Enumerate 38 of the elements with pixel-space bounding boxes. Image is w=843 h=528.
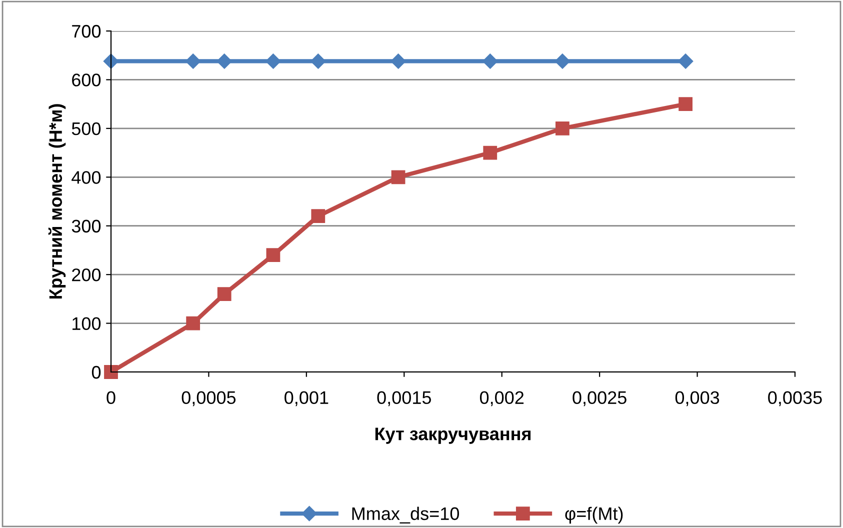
point — [186, 316, 200, 330]
legend-label: Mmax_ds=10 — [352, 506, 460, 524]
point — [217, 287, 232, 301]
x-tick-label: 0,002 — [480, 391, 524, 406]
point — [103, 54, 119, 69]
point — [311, 209, 326, 224]
y-tick-label: 0 — [92, 366, 101, 379]
y-axis-title: Крутний момент (Н*м) — [48, 104, 66, 299]
point — [216, 54, 232, 69]
point — [310, 54, 326, 69]
y-tick-label: 100 — [72, 317, 101, 330]
point — [482, 54, 498, 69]
x-tick-label: 0,0035 — [768, 391, 822, 406]
point — [186, 54, 201, 69]
x-tick-label: 0 — [106, 391, 116, 404]
point — [104, 365, 118, 379]
point — [555, 121, 570, 136]
point — [391, 170, 406, 184]
point — [678, 97, 693, 112]
x-tick-label: 0,003 — [675, 391, 720, 406]
point — [390, 54, 406, 69]
x-tick-label: 0,0015 — [377, 391, 431, 406]
x-tick-label: 0,0025 — [572, 391, 626, 406]
y-tick-label: 500 — [72, 122, 101, 136]
legend-label: φ=f(Mt) — [565, 506, 623, 524]
y-tick-label: 600 — [72, 74, 101, 86]
y-tick-label: 200 — [72, 268, 101, 282]
point — [483, 146, 498, 160]
point — [554, 54, 570, 69]
y-tick-label: 300 — [72, 220, 101, 233]
point — [678, 54, 694, 69]
y-tick-label: 400 — [72, 171, 101, 184]
point — [266, 248, 280, 262]
x-tick-label: 0,0005 — [182, 391, 236, 406]
x-axis-title: Кут закручування — [375, 428, 531, 444]
y-tick-label: 700 — [72, 24, 101, 38]
point — [266, 54, 281, 69]
x-tick-label: 0,001 — [284, 391, 328, 406]
